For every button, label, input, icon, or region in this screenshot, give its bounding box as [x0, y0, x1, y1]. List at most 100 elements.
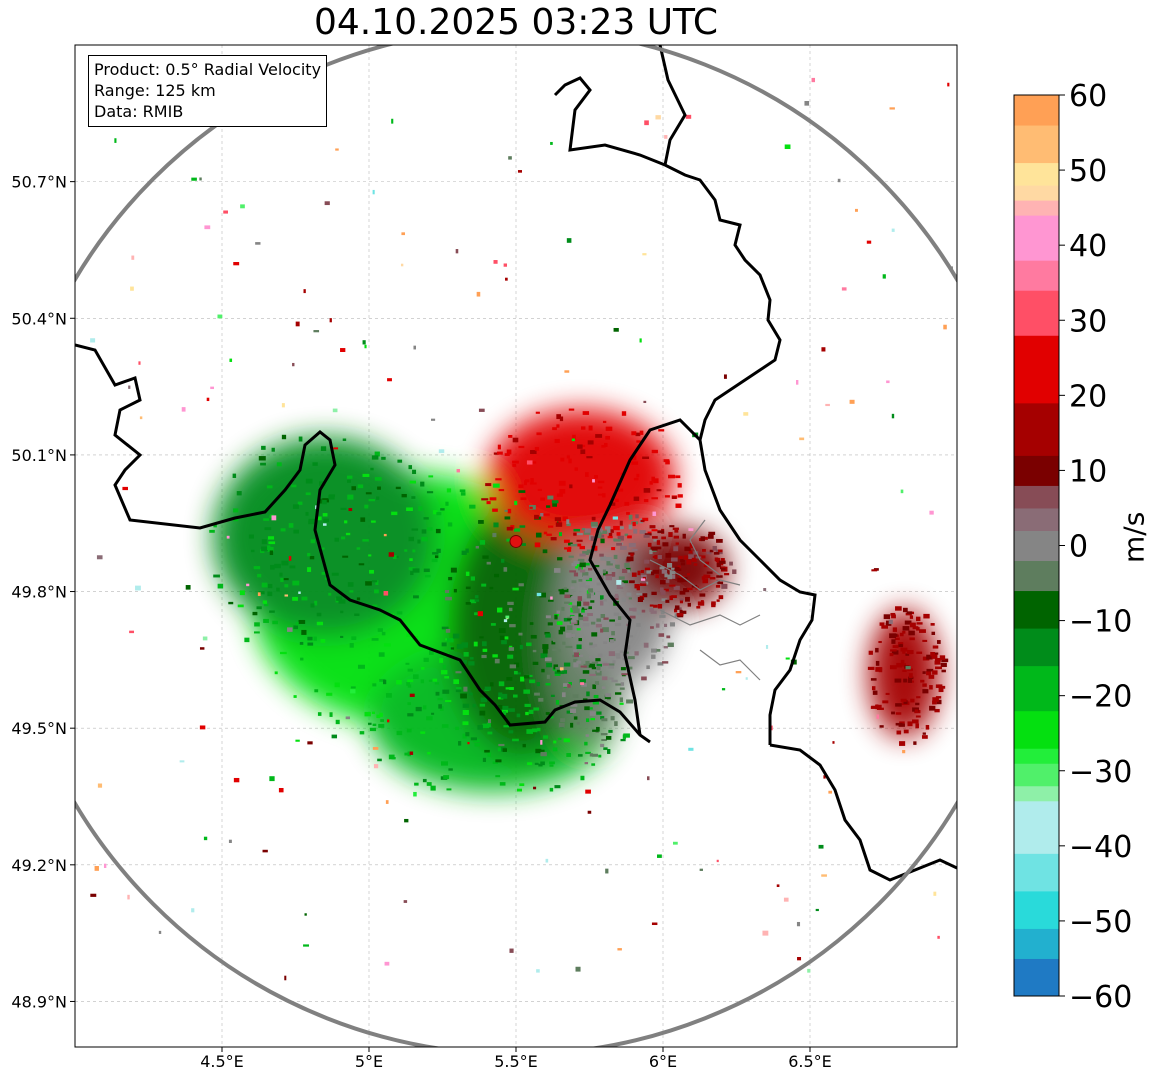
colorbar-band — [1014, 290, 1059, 336]
echo-speckle — [604, 526, 611, 530]
echo-speckle — [608, 532, 613, 538]
echo-speckle — [585, 734, 589, 737]
echo-speckle — [512, 460, 519, 464]
echo-speckle — [404, 549, 408, 552]
echo-speckle — [922, 683, 927, 687]
clutter-speckle — [685, 114, 692, 119]
clutter-speckle — [413, 345, 417, 350]
echo-speckle — [691, 557, 697, 562]
echo-speckle — [619, 702, 624, 705]
echo-speckle — [512, 738, 519, 742]
clutter-speckle — [233, 262, 240, 266]
echo-speckle — [643, 534, 650, 538]
echo-speckle — [610, 716, 615, 721]
echo-speckle — [479, 540, 486, 545]
echo-speckle — [360, 517, 366, 522]
echo-speckle — [570, 543, 578, 547]
echo-speckle — [663, 646, 668, 649]
echo-speckle — [891, 614, 896, 619]
echo-speckle — [632, 607, 637, 612]
echo-speckle — [516, 713, 521, 718]
echo-speckle — [551, 640, 556, 645]
echo-speckle — [902, 626, 910, 631]
echo-speckle — [600, 733, 608, 736]
echo-speckle — [642, 593, 648, 598]
echo-speckle — [938, 684, 942, 688]
echo-speckle — [359, 731, 365, 735]
echo-speckle — [429, 650, 434, 655]
echo-speckle — [586, 718, 590, 723]
echo-speckle — [470, 576, 475, 581]
echo-speckle — [594, 564, 600, 568]
echo-speckle — [939, 685, 946, 689]
echo-speckle — [297, 501, 303, 505]
echo-speckle — [675, 542, 679, 545]
clutter-speckle — [127, 894, 130, 900]
echo-speckle — [651, 654, 656, 659]
echo-speckle — [412, 549, 416, 553]
echo-speckle — [441, 724, 449, 728]
echo-speckle — [898, 723, 905, 727]
echo-speckle — [504, 509, 510, 512]
echo-speckle — [923, 613, 930, 619]
echo-speckle — [347, 479, 351, 483]
colorbar-band — [1014, 928, 1059, 959]
echo-speckle — [551, 500, 559, 504]
echo-speckle — [591, 753, 599, 757]
clutter-speckle — [202, 636, 208, 641]
echo-speckle — [426, 782, 432, 786]
echo-speckle — [602, 598, 607, 602]
echo-speckle — [875, 660, 880, 666]
echo-speckle — [573, 649, 578, 652]
echo-speckle — [555, 700, 560, 705]
echo-speckle — [573, 662, 579, 668]
echo-speckle — [582, 598, 586, 603]
clutter-speckle — [804, 101, 810, 106]
clutter-speckle — [933, 891, 937, 896]
echo-speckle — [605, 735, 612, 740]
echo-speckle — [583, 601, 590, 606]
echo-speckle — [665, 553, 672, 558]
echo-speckle — [878, 667, 883, 673]
echo-speckle — [612, 595, 617, 600]
echo-speckle — [354, 613, 360, 617]
echo-speckle — [586, 549, 593, 554]
clutter-speckle — [372, 746, 379, 750]
echo-speckle — [683, 588, 690, 593]
echo-speckle — [679, 590, 686, 595]
echo-speckle — [410, 571, 414, 576]
echo-speckle — [418, 506, 423, 511]
echo-speckle — [408, 536, 415, 542]
echo-speckle — [567, 618, 573, 621]
echo-speckle — [328, 592, 332, 596]
echo-speckle — [526, 642, 532, 647]
echo-speckle — [688, 554, 694, 560]
echo-speckle — [669, 570, 676, 575]
clutter-speckle — [409, 751, 414, 755]
echo-speckle — [545, 712, 550, 715]
echo-speckle — [522, 743, 526, 748]
echo-speckle — [540, 497, 545, 501]
echo-speckle — [652, 555, 657, 559]
echo-speckle — [446, 788, 452, 791]
echo-speckle — [669, 595, 673, 601]
echo-speckle — [450, 647, 455, 650]
clutter-speckle — [567, 684, 571, 688]
echo-speckle — [900, 647, 908, 652]
echo-speckle — [879, 622, 885, 626]
echo-speckle — [651, 497, 658, 500]
echo-speckle — [613, 653, 621, 657]
echo-speckle — [434, 555, 439, 559]
echo-speckle — [340, 507, 347, 510]
clutter-speckle — [866, 240, 872, 244]
echo-speckle — [442, 689, 450, 694]
clutter-speckle — [721, 688, 726, 691]
echo-speckle — [581, 683, 587, 687]
echo-speckle — [618, 576, 625, 580]
echo-speckle — [715, 584, 721, 588]
echo-speckle — [687, 573, 691, 576]
echo-speckle — [460, 693, 467, 699]
echo-speckle — [616, 542, 622, 546]
clutter-speckle — [536, 592, 542, 597]
echo-speckle — [263, 618, 269, 623]
